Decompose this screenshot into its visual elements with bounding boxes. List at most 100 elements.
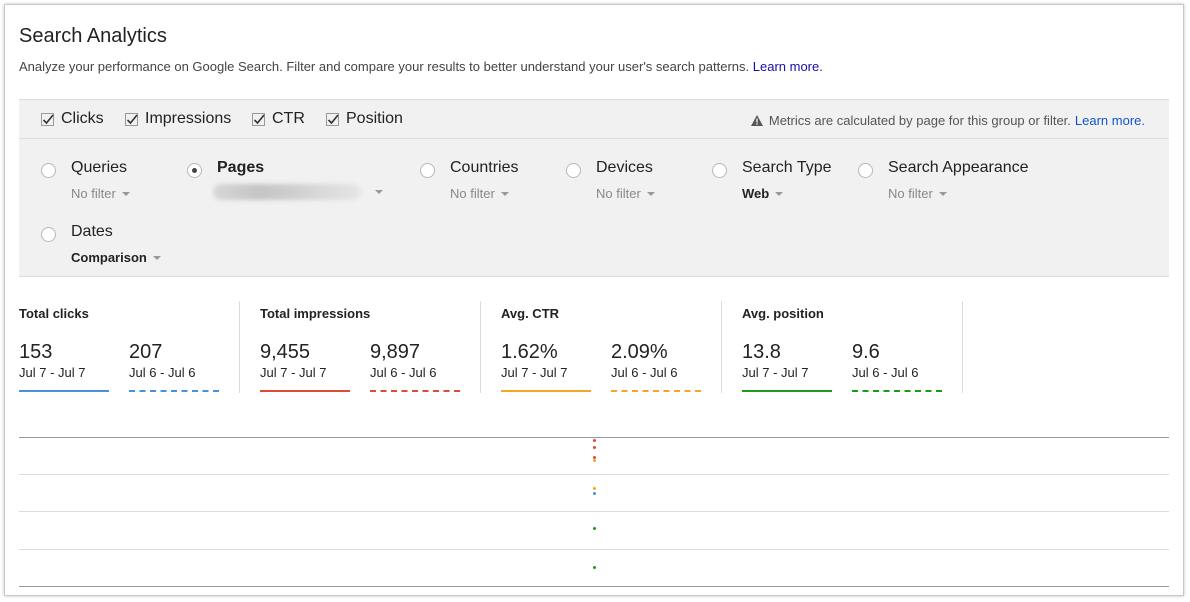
total-impressions-range-b: Jul 6 - Jul 6 (370, 365, 437, 380)
dates-radio[interactable] (41, 227, 56, 242)
metrics-bar: Clicks Impressions CTR Position Metrics … (19, 99, 1169, 139)
ctr-point (593, 459, 596, 462)
avg-ctr-line-dashed (611, 390, 701, 392)
avg-ctr-title: Avg. CTR (501, 306, 560, 321)
clicks-point (593, 492, 596, 495)
caret-down-icon (775, 191, 784, 196)
avg-position-range-a: Jul 7 - Jul 7 (742, 365, 809, 380)
search-appearance-radio[interactable] (858, 163, 873, 178)
caret-down-icon (938, 191, 947, 196)
caret-down-icon (121, 191, 130, 196)
total-impressions-line-dashed (370, 390, 460, 392)
divider (239, 301, 240, 393)
search-appearance-label: Search Appearance (888, 159, 1029, 176)
ctr-point (593, 487, 596, 490)
pages-radio[interactable] (187, 163, 202, 178)
total-clicks-line-dashed (129, 390, 219, 392)
total-impressions-value-b: 9,897 (370, 341, 421, 363)
countries-filter-dropdown[interactable]: No filter (450, 186, 509, 201)
devices-label: Devices (596, 159, 653, 176)
pages-filter-dropdown[interactable] (213, 184, 383, 200)
total-clicks-range-b: Jul 6 - Jul 6 (129, 365, 196, 380)
impressions-point (593, 456, 596, 459)
impressions-label: Impressions (145, 110, 232, 127)
search-type-label: Search Type (742, 159, 832, 176)
impressions-point (593, 439, 596, 442)
search-appearance-filter-value: No filter (888, 186, 933, 201)
chart-gridline (19, 511, 1169, 512)
queries-filter-value: No filter (71, 186, 116, 201)
page-description: Analyze your performance on Google Searc… (19, 59, 823, 74)
avg-ctr-range-a: Jul 7 - Jul 7 (501, 365, 568, 380)
total-clicks-title: Total clicks (19, 306, 89, 321)
search-type-filter-dropdown[interactable]: Web (742, 186, 784, 201)
divider (962, 301, 963, 393)
countries-filter-value: No filter (450, 186, 495, 201)
caret-down-icon (375, 190, 383, 194)
search-type-filter-value: Web (742, 186, 770, 201)
devices-radio[interactable] (566, 163, 581, 178)
position-label: Position (346, 110, 403, 127)
checkbox-checked-icon (41, 112, 54, 126)
avg-ctr-value-b: 2.09% (611, 341, 668, 363)
position-point (593, 527, 596, 530)
countries-radio[interactable] (420, 163, 435, 178)
divider (721, 301, 722, 393)
avg-ctr-range-b: Jul 6 - Jul 6 (611, 365, 678, 380)
devices-filter-value: No filter (596, 186, 641, 201)
clicks-checkbox[interactable]: Clicks (41, 110, 104, 128)
checkbox-checked-icon (125, 112, 138, 126)
devices-filter-dropdown[interactable]: No filter (596, 186, 655, 201)
avg-position-range-b: Jul 6 - Jul 6 (852, 365, 919, 380)
chart-gridline (19, 586, 1169, 587)
impressions-point (593, 446, 596, 449)
total-clicks-line-solid (19, 390, 109, 392)
caret-down-icon (152, 255, 161, 260)
countries-label: Countries (450, 159, 519, 176)
page-title: Search Analytics (19, 25, 167, 47)
avg-position-value-b: 9.6 (852, 341, 880, 363)
chart-gridline (19, 474, 1169, 475)
impressions-checkbox[interactable]: Impressions (125, 110, 231, 128)
total-clicks-value-b: 207 (129, 341, 163, 363)
notice-learn-more-link[interactable]: Learn more. (1074, 113, 1145, 128)
learn-more-link[interactable]: Learn more. (752, 59, 823, 74)
avg-ctr-line-solid (501, 390, 591, 392)
queries-filter-dropdown[interactable]: No filter (71, 186, 130, 201)
dates-filter-dropdown[interactable]: Comparison (71, 250, 161, 265)
metrics-notice: Metrics are calculated by page for this … (750, 113, 1145, 128)
position-checkbox[interactable]: Position (326, 110, 403, 128)
search-type-radio[interactable] (712, 163, 727, 178)
avg-position-title: Avg. position (742, 306, 824, 321)
avg-position-line-dashed (852, 390, 942, 392)
metrics-chart (19, 437, 1169, 589)
description-text: Analyze your performance on Google Searc… (19, 59, 750, 74)
dates-filter-value: Comparison (71, 250, 147, 265)
totals-summary: Total clicks 153 Jul 7 - Jul 7 207 Jul 6… (19, 301, 969, 396)
notice-text: Metrics are calculated by page for this … (768, 113, 1071, 128)
caret-down-icon (500, 191, 509, 196)
divider (480, 301, 481, 393)
position-point (593, 566, 596, 569)
chart-gridline (19, 437, 1169, 438)
checkbox-checked-icon (252, 112, 265, 126)
search-appearance-filter-dropdown[interactable]: No filter (888, 186, 947, 201)
queries-radio[interactable] (41, 163, 56, 178)
caret-down-icon (646, 191, 655, 196)
dimension-selector: Queries No filter Pages Countries No fil… (19, 139, 1169, 277)
blurred-page-url (213, 184, 361, 200)
total-impressions-title: Total impressions (260, 306, 371, 321)
total-clicks-value-a: 153 (19, 341, 53, 363)
pages-label: Pages (217, 159, 265, 176)
avg-ctr-value-a: 1.62% (501, 341, 558, 363)
total-impressions-line-solid (260, 390, 350, 392)
dates-label: Dates (71, 223, 113, 240)
total-clicks-range-a: Jul 7 - Jul 7 (19, 365, 86, 380)
search-analytics-panel: Search Analytics Analyze your performanc… (4, 4, 1184, 596)
ctr-label: CTR (272, 110, 305, 127)
warning-icon (750, 115, 763, 126)
clicks-label: Clicks (61, 110, 104, 127)
queries-label: Queries (71, 159, 128, 176)
ctr-checkbox[interactable]: CTR (252, 110, 305, 128)
avg-position-value-a: 13.8 (742, 341, 781, 363)
